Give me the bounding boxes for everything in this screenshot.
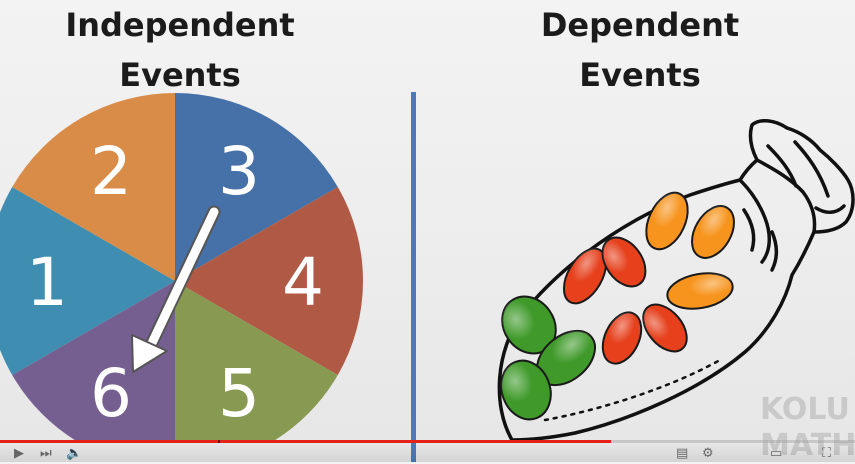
- watermark-line: MATH: [760, 428, 855, 464]
- title-line: Independent: [65, 6, 295, 44]
- spinner-number-4: 4: [282, 244, 324, 321]
- spinner-number-3: 3: [218, 133, 260, 210]
- settings-icon[interactable]: ⚙: [702, 445, 714, 460]
- player-controls: ▶ ⏭ 🔈 ▤ ⚙ ▭ ⛶: [0, 443, 855, 462]
- theater-icon[interactable]: ▭: [770, 445, 783, 460]
- fullscreen-icon[interactable]: ⛶: [822, 445, 832, 460]
- spinner-section-3: [175, 93, 338, 281]
- spinner-section-4: [175, 187, 363, 375]
- dependent-events-title: Dependent Events: [490, 0, 790, 100]
- video-progress-bar[interactable]: [0, 440, 855, 443]
- jelly-bean-orange: [691, 205, 735, 259]
- jelly-bean-orange: [645, 191, 689, 251]
- jelly-bean-red: [642, 303, 688, 353]
- volume-icon[interactable]: 🔈: [66, 445, 83, 460]
- jelly-bean-red: [601, 311, 643, 365]
- spinner-arrow: [131, 205, 221, 373]
- subtitles-icon[interactable]: ▤: [676, 445, 689, 460]
- channel-watermark: KOLU MATH: [760, 392, 855, 464]
- jelly-bean-orange: [666, 272, 734, 310]
- spinner-number-2: 2: [90, 133, 132, 210]
- jelly-bean-green: [536, 329, 596, 387]
- spinner-section-6: [12, 281, 175, 440]
- independent-events-title: Independent Events: [30, 0, 330, 100]
- jelly-beans: [500, 191, 735, 421]
- jelly-bean-green: [501, 295, 557, 355]
- chapter-marker: [218, 440, 220, 443]
- spinner-section-5: [175, 281, 338, 440]
- center-divider: [411, 92, 416, 462]
- spinner-section-2: [12, 93, 175, 281]
- spinner-section-1: [0, 187, 175, 375]
- spinner-number-5: 5: [218, 355, 260, 432]
- progress-played: [0, 440, 612, 443]
- spinner-number-1: 1: [26, 244, 68, 321]
- spinner: 345 612: [0, 93, 363, 440]
- title-line: Dependent: [540, 6, 740, 44]
- next-icon[interactable]: ⏭: [40, 445, 52, 460]
- jelly-bean-red: [601, 236, 647, 288]
- watermark-line: KOLU: [760, 392, 850, 427]
- jelly-bean-red: [562, 247, 608, 305]
- bag-outline: [497, 119, 855, 440]
- spinner-number-6: 6: [90, 355, 132, 432]
- title-line: Events: [119, 56, 241, 94]
- bag-dotted-seam: [543, 358, 722, 422]
- title-line: Events: [579, 56, 701, 94]
- play-icon[interactable]: ▶: [14, 445, 24, 460]
- jelly-bean-green: [500, 359, 552, 421]
